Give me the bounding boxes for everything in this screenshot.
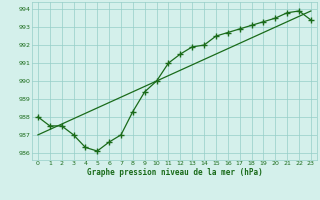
X-axis label: Graphe pression niveau de la mer (hPa): Graphe pression niveau de la mer (hPa) bbox=[86, 168, 262, 177]
